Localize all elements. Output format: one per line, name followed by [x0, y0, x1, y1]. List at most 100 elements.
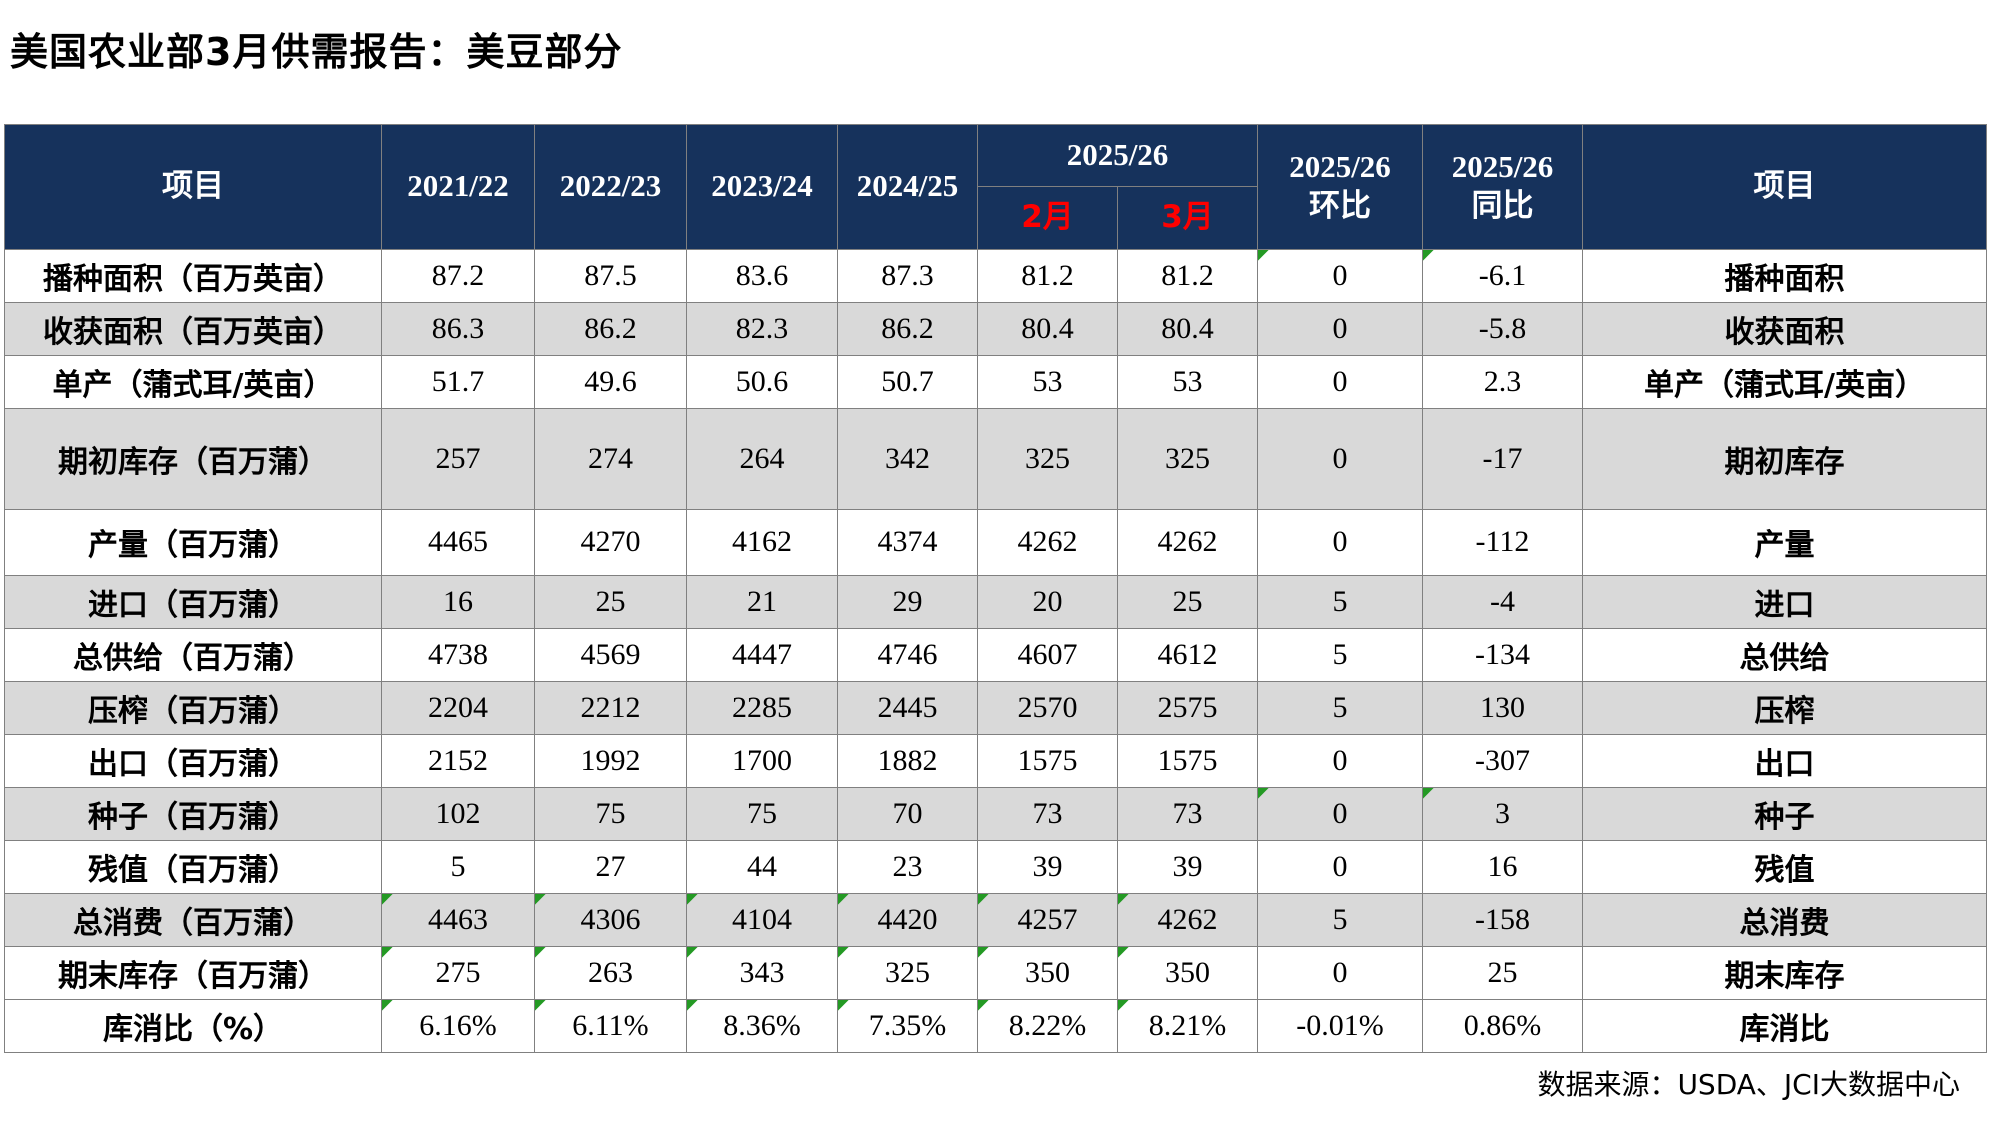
- cell-value: 29: [892, 584, 923, 618]
- header-mom: 2025/26 环比: [1257, 123, 1423, 250]
- table-row: 总消费（百万蒲） 4463 4306 4104 4420 4257 4262 5 -158 总消费: [4, 892, 1987, 947]
- cell-value: 343: [739, 955, 785, 989]
- cell-value: 274: [588, 441, 633, 475]
- cell-value: 83.6: [735, 258, 789, 292]
- value-cell: 5: [1257, 574, 1423, 629]
- cell-value: 70: [892, 796, 923, 830]
- header-year-2021-22: 2021/22: [381, 123, 535, 250]
- value-cell: 80.4: [977, 301, 1118, 356]
- excel-flag-triangle-icon: [838, 894, 849, 905]
- cell-value: 4612: [1157, 637, 1218, 671]
- table-row: 残值（百万蒲） 5 27 44 23 39 39 0 16 残值: [4, 839, 1987, 894]
- value-cell: 4262: [1117, 892, 1258, 947]
- excel-flag-triangle-icon: [1118, 947, 1129, 958]
- value-cell: 5: [1257, 892, 1423, 947]
- cell-value: 4447: [732, 637, 792, 671]
- excel-flag-triangle-icon: [838, 947, 849, 958]
- table-row: 收获面积（百万英亩） 86.3 86.2 82.3 86.2 80.4 80.4 0 -5.8 收…: [4, 301, 1987, 356]
- cell-value: -6.1: [1478, 258, 1527, 292]
- cell-value: 75: [747, 796, 777, 830]
- cell-value: 4465: [428, 525, 488, 559]
- value-cell: -134: [1422, 627, 1583, 682]
- cell-value: 0: [1332, 525, 1348, 559]
- cell-value: 87.2: [431, 258, 485, 292]
- cell-value: 2204: [428, 690, 488, 724]
- cell-value: 4569: [580, 637, 641, 671]
- table-body: 播种面积（百万英亩） 87.2 87.5 83.6 87.3 81.2 81.2 0 -6.1 播…: [4, 248, 1987, 1053]
- row-label-right: 期末库存: [1582, 945, 1987, 1000]
- value-cell: 29: [837, 574, 978, 629]
- value-cell: -5.8: [1422, 301, 1583, 356]
- cell-value: 2285: [732, 690, 792, 724]
- cell-value: 5: [450, 849, 466, 883]
- excel-flag-triangle-icon: [1258, 250, 1269, 261]
- cell-value: 16: [1487, 849, 1518, 883]
- cell-value: 2212: [580, 690, 641, 724]
- value-cell: 73: [977, 786, 1118, 841]
- cell-value: 53: [1172, 364, 1203, 398]
- cell-value: 2.3: [1483, 364, 1522, 398]
- cell-value: -5.8: [1478, 311, 1527, 345]
- value-cell: -112: [1422, 508, 1583, 576]
- value-cell: 81.2: [1117, 248, 1258, 303]
- cell-value: 8.21%: [1148, 1008, 1227, 1042]
- value-cell: 21: [686, 574, 838, 629]
- page-title: 美国农业部3月供需报告：美豆部分: [10, 30, 623, 74]
- cell-value: 23: [892, 849, 923, 883]
- value-cell: 5: [1257, 627, 1423, 682]
- row-label-left: 播种面积（百万英亩）: [4, 248, 382, 303]
- cell-value: 3: [1495, 796, 1510, 830]
- value-cell: 39: [977, 839, 1118, 894]
- header-item-right: 项目: [1582, 123, 1987, 250]
- value-cell: 20: [977, 574, 1118, 629]
- cell-value: 4262: [1157, 525, 1218, 559]
- cell-value: 0: [1332, 258, 1348, 292]
- table-row: 期初库存（百万蒲） 257 274 264 342 325 325 0 -17 期初库存: [4, 407, 1987, 510]
- value-cell: 325: [1117, 407, 1258, 510]
- row-label-left: 收获面积（百万英亩）: [4, 301, 382, 356]
- row-label-left: 产量（百万蒲）: [4, 508, 382, 576]
- value-cell: 2285: [686, 680, 838, 735]
- value-cell: 263: [534, 945, 687, 1000]
- page-root: { "title": "美国农业部3月供需报告：美豆部分", "footer":…: [0, 30, 1990, 1139]
- value-cell: 49.6: [534, 354, 687, 409]
- value-cell: 343: [686, 945, 838, 1000]
- row-label-right: 种子: [1582, 786, 1987, 841]
- value-cell: -6.1: [1422, 248, 1583, 303]
- cell-value: 8.36%: [723, 1008, 801, 1042]
- row-label-left: 压榨（百万蒲）: [4, 680, 382, 735]
- footer-source: 数据来源：USDA、JCI大数据中心: [1537, 1067, 1960, 1101]
- value-cell: 4746: [837, 627, 978, 682]
- cell-value: 86.2: [881, 311, 934, 345]
- value-cell: 4420: [837, 892, 978, 947]
- table-row: 进口（百万蒲） 16 25 21 29 20 25 5 -4 进口: [4, 574, 1987, 629]
- cell-value: 0.86%: [1463, 1008, 1542, 1042]
- table-row: 库消比（%） 6.16% 6.11% 8.36% 7.35% 8.22% 8.21% -0.0…: [4, 998, 1987, 1053]
- value-cell: 0: [1257, 248, 1423, 303]
- cell-value: 130: [1480, 690, 1525, 724]
- row-label-right: 收获面积: [1582, 301, 1987, 356]
- cell-value: 80.4: [1021, 311, 1074, 345]
- value-cell: 1992: [534, 733, 687, 788]
- value-cell: 25: [1117, 574, 1258, 629]
- cell-value: 25: [1172, 584, 1203, 618]
- value-cell: 4465: [381, 508, 535, 576]
- table-row: 期末库存（百万蒲） 275 263 343 325 350 350 0 25 期末库存: [4, 945, 1987, 1000]
- cell-value: 50.7: [881, 364, 934, 398]
- row-label-right: 残值: [1582, 839, 1987, 894]
- cell-value: 5: [1332, 637, 1348, 671]
- cell-value: 44: [747, 849, 777, 883]
- cell-value: 257: [435, 441, 481, 475]
- value-cell: 6.16%: [381, 998, 535, 1053]
- cell-value: 4262: [1017, 525, 1078, 559]
- value-cell: 8.21%: [1117, 998, 1258, 1053]
- value-cell: 4104: [686, 892, 838, 947]
- cell-value: 6.11%: [572, 1008, 649, 1042]
- value-cell: 4612: [1117, 627, 1258, 682]
- excel-flag-triangle-icon: [535, 1000, 546, 1011]
- excel-flag-triangle-icon: [382, 947, 393, 958]
- cell-value: 20: [1032, 584, 1063, 618]
- row-label-right: 库消比: [1582, 998, 1987, 1053]
- value-cell: 73: [1117, 786, 1258, 841]
- cell-value: 21: [747, 584, 777, 618]
